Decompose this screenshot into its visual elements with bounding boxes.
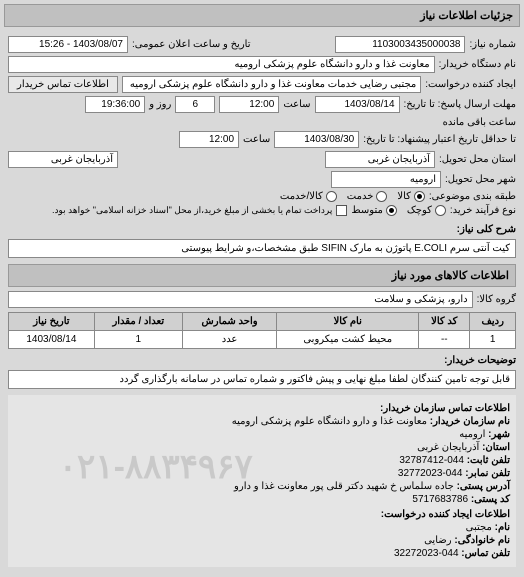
radio-goods-circle (414, 191, 425, 202)
category-label: طبقه بندی موضوعی: (429, 191, 516, 202)
th-code: کد کالا (419, 313, 470, 331)
contact-fax-val: 044-32772023 (398, 468, 463, 479)
org-name-lbl: نام سازمان خریدار: (430, 416, 510, 427)
city-value: ارومیه (331, 171, 441, 188)
table-header-row: ردیف کد کالا نام کالا واحد شمارش تعداد /… (9, 313, 516, 331)
lastname-val: رضایی (424, 535, 452, 546)
radio-medium-circle (386, 205, 397, 216)
contact-info-header: اطلاعات تماس سازمان خریدار: (14, 403, 510, 414)
radio-goods-label: کالا (397, 191, 411, 202)
contact-city-val: ارومیه (459, 429, 485, 440)
hour-label-1: ساعت (283, 99, 310, 110)
radio-medium[interactable]: متوسط (351, 205, 396, 216)
items-table: ردیف کد کالا نام کالا واحد شمارش تعداد /… (8, 312, 516, 349)
buyer-notes-value: قابل توجه تامین کنندگان لطفا مبلغ نهایی … (8, 370, 516, 389)
main-section-header: جزئیات اطلاعات نیاز (4, 4, 520, 27)
table-row: 1 -- محیط کشت میکروبی عدد 1 1403/08/14 (9, 331, 516, 349)
radio-small-label: کوچک (407, 205, 432, 216)
days-left-value: 6 (175, 96, 215, 113)
contact-phone-lbl: تلفن ثابت: (467, 455, 510, 466)
requester-value: مجتبی رضایی خدمات معاونت غذا و دارو دانش… (122, 76, 421, 93)
org-name-val: معاونت غذا و دارو دانشگاه علوم پزشکی ارو… (232, 416, 427, 427)
city-label: شهر محل تحویل: (445, 174, 516, 185)
lastname-lbl: نام خانوادگی: (454, 535, 510, 546)
contact-city-lbl: شهر: (488, 429, 510, 440)
response-deadline-label: مهلت ارسال پاسخ: تا تاریخ: (404, 99, 516, 110)
category-radio-group: کالا خدمت کالا/خدمت (280, 191, 425, 202)
validity-hour-value: 12:00 (179, 131, 239, 148)
province-value-2: آذربایجان غربی (8, 151, 118, 168)
announce-dt-label: تاریخ و ساعت اعلان عمومی: (132, 39, 251, 50)
contact-province-val: آذربایجان غربی (417, 442, 479, 453)
main-desc-label: شرح کلی نیاز: (457, 224, 516, 235)
day-and-label: روز و (149, 99, 171, 110)
contactphone-val: 044-32272023 (394, 548, 459, 559)
cell-row: 1 (470, 331, 516, 349)
cell-unit: عدد (182, 331, 276, 349)
radio-small-circle (435, 205, 446, 216)
radio-small[interactable]: کوچک (407, 205, 446, 216)
contact-address-val: جاده سلماس خ شهید دکتر قلی پور معاونت غذ… (234, 481, 454, 492)
validity-label: تا حداقل تاریخ اعتبار پیشنهاد: تا تاریخ: (363, 134, 516, 145)
cell-date: 1403/08/14 (9, 331, 95, 349)
radio-goods[interactable]: کالا (397, 191, 425, 202)
requester-label: ایجاد کننده درخواست: (425, 79, 516, 90)
hours-left-value: 19:36:00 (85, 96, 145, 113)
radio-medium-label: متوسط (351, 205, 382, 216)
province-value-1: آذربایجان غربی (325, 151, 435, 168)
items-info-header: اطلاعات کالاهای مورد نیاز (8, 264, 516, 287)
payment-note-label: پرداخت تمام یا بخشی از مبلغ خرید،از محل … (52, 205, 332, 216)
process-type-label: نوع فرآیند خرید: (450, 205, 516, 216)
buyer-notes-label: توضیحات خریدار: (444, 355, 516, 366)
radio-both-circle (326, 191, 337, 202)
buyer-org-label: نام دستگاه خریدار: (439, 59, 516, 70)
th-qty: تعداد / مقدار (94, 313, 182, 331)
buyer-contact-button[interactable]: اطلاعات تماس خریدار (8, 76, 118, 93)
buyer-org-value: معاونت غذا و دارو دانشگاه علوم پزشکی ارو… (8, 56, 435, 73)
th-name: نام کالا (277, 313, 419, 331)
cell-code: -- (419, 331, 470, 349)
contact-phone-val: 044-32787412 (399, 455, 464, 466)
contact-fax-lbl: تلفن نمابر: (465, 468, 510, 479)
firstname-lbl: نام: (495, 522, 510, 533)
hours-left-label: ساعت باقی مانده (443, 117, 516, 128)
radio-service-circle (376, 191, 387, 202)
contact-postal-val: 5717683786 (412, 494, 468, 505)
process-radio-group: کوچک متوسط (351, 205, 445, 216)
radio-both-label: کالا/خدمت (280, 191, 323, 202)
request-no-label: شماره نیاز: (469, 39, 516, 50)
radio-service-label: خدمت (347, 191, 374, 202)
hour-label-2: ساعت (243, 134, 270, 145)
firstname-val: مجتبی (466, 522, 492, 533)
response-hour-value: 12:00 (219, 96, 279, 113)
contact-section: ۰۲۱-۸۸۳۴۹۶۷ اطلاعات تماس سازمان خریدار: … (8, 395, 516, 567)
cell-qty: 1 (94, 331, 182, 349)
announce-dt-value: 1403/08/07 - 15:26 (8, 36, 128, 53)
radio-both[interactable]: کالا/خدمت (280, 191, 337, 202)
requester-info-header: اطلاعات ایجاد کننده درخواست: (14, 509, 510, 520)
response-date-value: 1403/08/14 (315, 96, 400, 113)
th-row: ردیف (470, 313, 516, 331)
radio-service[interactable]: خدمت (347, 191, 388, 202)
contact-address-lbl: آدرس پستی: (457, 481, 510, 492)
contact-province-lbl: استان: (482, 442, 510, 453)
cell-name: محیط کشت میکروبی (277, 331, 419, 349)
item-group-value: دارو، پزشکی و سلامت (8, 291, 473, 308)
request-no-value: 1103003435000038 (335, 36, 465, 53)
th-unit: واحد شمارش (182, 313, 276, 331)
payment-checkbox[interactable] (336, 205, 347, 216)
th-date: تاریخ نیاز (9, 313, 95, 331)
contactphone-lbl: تلفن تماس: (461, 548, 510, 559)
validity-date-value: 1403/08/30 (274, 131, 359, 148)
main-desc-value: کیت آنتی سرم E.COLI پاتوژن به مارک SIFIN… (8, 239, 516, 258)
item-group-label: گروه کالا: (477, 294, 516, 305)
contact-postal-lbl: کد پستی: (471, 494, 510, 505)
province-label: استان محل تحویل: (439, 154, 516, 165)
